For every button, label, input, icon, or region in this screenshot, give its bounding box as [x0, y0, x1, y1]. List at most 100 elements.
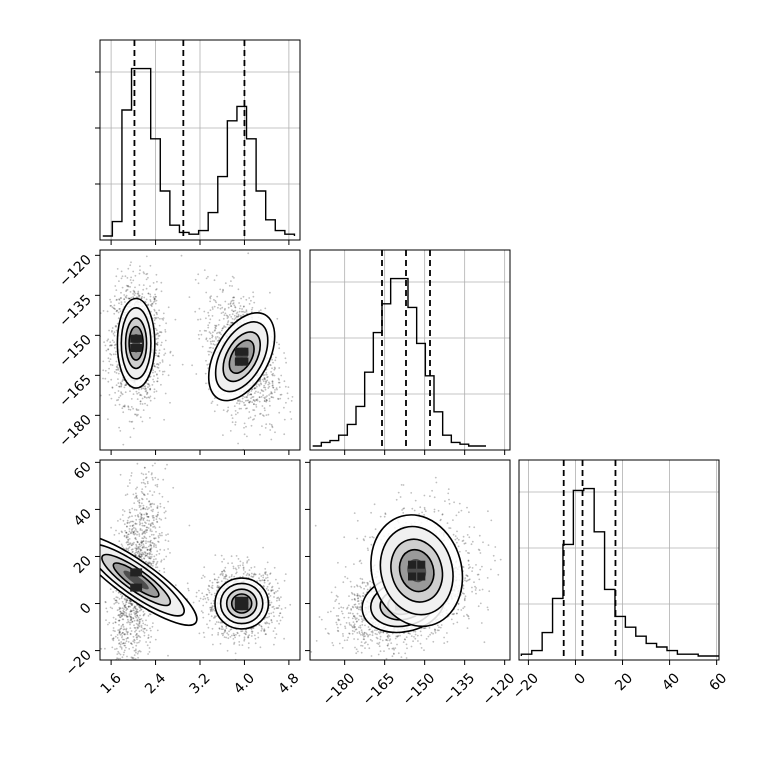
scatter-point	[160, 453, 162, 455]
scatter-point	[124, 662, 126, 664]
scatter-point	[129, 479, 131, 481]
hist-frame-2	[519, 460, 719, 660]
scatter-point	[145, 542, 147, 544]
scatter-point	[130, 681, 132, 683]
scatter-point	[215, 301, 217, 303]
scatter-point	[187, 588, 189, 590]
scatter-point	[278, 398, 280, 400]
scatter-point	[125, 297, 127, 299]
scatter-point	[124, 536, 126, 538]
scatter-point	[142, 532, 144, 534]
scatter-point	[144, 551, 146, 553]
scatter-point	[112, 591, 114, 593]
scatter-point	[198, 600, 200, 602]
scatter-point	[278, 378, 280, 380]
hist-frame-1	[310, 250, 510, 450]
scatter-point	[140, 416, 142, 418]
scatter-point	[287, 392, 289, 394]
scatter-point	[235, 421, 237, 423]
scatter-point	[107, 381, 109, 383]
scatter-point	[159, 318, 161, 320]
scatter-point	[131, 661, 133, 663]
scatter-point	[136, 638, 138, 640]
scatter-point	[105, 370, 107, 372]
scatter-point	[135, 645, 137, 647]
scatter-point	[114, 285, 116, 287]
scatter-point	[164, 468, 166, 470]
scatter-point	[118, 382, 120, 384]
scatter-point	[129, 264, 131, 266]
scatter-point	[229, 576, 231, 578]
scatter-point	[250, 576, 252, 578]
scatter-point	[103, 341, 105, 343]
scatter-point	[159, 526, 161, 528]
scatter-point	[138, 550, 140, 552]
scatter-point	[230, 301, 232, 303]
scatter-point	[215, 336, 217, 338]
scatter-point	[169, 402, 171, 404]
scatter-point	[118, 317, 120, 319]
scatter-point	[266, 376, 268, 378]
scatter-point	[155, 312, 157, 314]
scatter-point	[137, 619, 139, 621]
scatter-point	[193, 602, 195, 604]
scatter-point	[125, 494, 127, 496]
scatter-point	[109, 394, 111, 396]
scatter-point	[106, 667, 108, 669]
scatter-point	[120, 395, 122, 397]
scatter-point	[118, 712, 120, 714]
scatter-point	[130, 711, 132, 713]
scatter-point	[198, 590, 200, 592]
scatter-point	[205, 317, 207, 319]
hist-panel-2	[519, 460, 719, 660]
scatter-point	[140, 651, 142, 653]
scatter-point	[147, 508, 149, 510]
scatter-point	[144, 387, 146, 389]
scatter-point	[263, 390, 265, 392]
scatter-point	[152, 565, 154, 567]
scatter-point	[227, 579, 229, 581]
scatter-point	[122, 632, 124, 634]
scatter-point	[139, 499, 141, 501]
scatter-point	[141, 529, 143, 531]
pair-panel-0-1	[88, 227, 301, 464]
scatter-point	[116, 661, 118, 663]
scatter-point	[116, 399, 118, 401]
scatter-point	[208, 354, 210, 356]
scatter-point	[283, 352, 285, 354]
scatter-point	[214, 554, 216, 556]
scatter-point	[153, 517, 155, 519]
scatter-point	[255, 391, 257, 393]
scatter-point	[155, 349, 157, 351]
scatter-point	[129, 390, 131, 392]
scatter-point	[219, 331, 221, 333]
scatter-point	[213, 573, 215, 575]
scatter-point	[271, 392, 273, 394]
scatter-point	[280, 375, 282, 377]
scatter-point	[129, 661, 131, 663]
scatter-point	[233, 638, 235, 640]
scatter-point	[271, 359, 273, 361]
scatter-point	[131, 508, 133, 510]
scatter-point	[145, 641, 147, 643]
scatter-point	[239, 399, 241, 401]
scatter-point	[235, 414, 237, 416]
scatter-point	[273, 630, 275, 632]
scatter-point	[209, 331, 211, 333]
scatter-point	[209, 318, 211, 320]
scatter-point	[130, 261, 132, 263]
scatter-point	[281, 458, 283, 460]
scatter-point	[123, 611, 125, 613]
scatter-point	[139, 621, 141, 623]
scatter-point	[209, 338, 211, 340]
scatter-point	[110, 379, 112, 381]
scatter-point	[276, 633, 278, 635]
scatter-point	[153, 375, 155, 377]
scatter-point	[119, 614, 121, 616]
scatter-point	[136, 495, 138, 497]
scatter-point	[268, 613, 270, 615]
scatter-point	[240, 408, 242, 410]
scatter-point	[282, 617, 284, 619]
scatter-point	[123, 652, 125, 654]
scatter-point	[132, 408, 134, 410]
